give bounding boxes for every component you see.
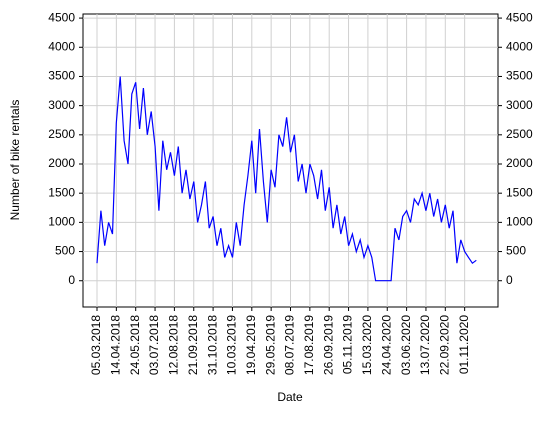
x-tick-label: 01.11.2020 <box>457 315 471 374</box>
x-tick-label: 17.08.2019 <box>302 315 316 375</box>
x-tick-label: 24.05.2018 <box>128 315 142 375</box>
x-tick-label: 24.04.2020 <box>379 315 393 375</box>
x-tick-label: 05.03.2018 <box>89 315 103 375</box>
x-tick-label: 22.09.2020 <box>437 315 451 375</box>
x-tick-label: 19.04.2019 <box>244 315 258 375</box>
y-tick-label: 500 <box>55 244 75 258</box>
y-tick-label: 1000 <box>48 215 75 229</box>
y2-tick-label: 3500 <box>506 69 533 83</box>
y2-tick-label: 500 <box>506 244 526 258</box>
x-tick-label: 13.07.2020 <box>418 315 432 375</box>
y2-tick-label: 1000 <box>506 215 533 229</box>
x-tick-label: 05.11.2019 <box>341 315 355 374</box>
y-tick-label: 4500 <box>48 10 75 24</box>
y-tick-label: 3500 <box>48 69 75 83</box>
y-tick-label: 3000 <box>48 98 75 112</box>
y2-tick-label: 1500 <box>506 185 533 199</box>
x-tick-label: 29.05.2019 <box>263 315 277 375</box>
y2-tick-label: 2500 <box>506 127 533 141</box>
y-tick-label: 0 <box>68 273 75 287</box>
y-tick-label: 1500 <box>48 185 75 199</box>
x-tick-label: 15.03.2020 <box>360 315 374 375</box>
x-axis-label: Date <box>277 390 303 404</box>
x-tick-label: 31.10.2018 <box>205 315 219 375</box>
y-tick-label: 2000 <box>48 156 75 170</box>
x-tick-label: 26.09.2019 <box>321 315 335 375</box>
x-tick-label: 03.06.2020 <box>399 315 413 375</box>
x-tick-label: 03.07.2018 <box>147 315 161 375</box>
y-tick-label: 2500 <box>48 127 75 141</box>
x-tick-label: 08.07.2019 <box>283 315 297 375</box>
x-tick-label: 21.09.2018 <box>186 315 200 375</box>
y-axis-label: Number of bike rentals <box>8 100 22 221</box>
y2-tick-label: 4000 <box>506 39 533 53</box>
y2-tick-label: 0 <box>506 273 513 287</box>
line-series <box>96 76 477 282</box>
x-tick-label: 10.03.2019 <box>225 315 239 375</box>
y2-tick-label: 4500 <box>506 10 533 24</box>
y2-tick-label: 3000 <box>506 98 533 112</box>
x-tick-label: 14.04.2018 <box>109 315 123 375</box>
x-tick-label: 12.08.2018 <box>167 315 181 375</box>
y-tick-label: 4000 <box>48 39 75 53</box>
y2-tick-label: 2000 <box>506 156 533 170</box>
